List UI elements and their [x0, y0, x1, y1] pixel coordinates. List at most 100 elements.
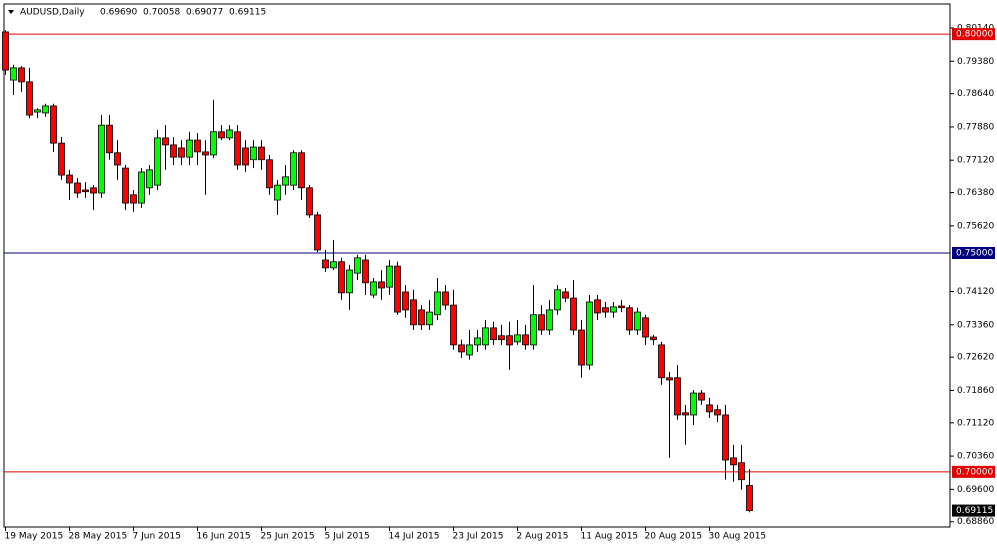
- x-tick-label: 23 Jul 2015: [453, 532, 504, 542]
- candle-body: [434, 291, 441, 316]
- candle-body: [18, 67, 25, 83]
- chart-title: AUDUSD,Daily: [20, 8, 85, 18]
- candle-body: [306, 187, 313, 216]
- y-tick-label: 0.73360: [957, 320, 994, 330]
- candle-body: [386, 265, 393, 288]
- candle-body: [106, 124, 113, 154]
- candle-body: [402, 291, 409, 311]
- candle-body: [122, 167, 129, 204]
- level-label: 0.75000: [956, 248, 993, 258]
- candle-body: [66, 174, 73, 184]
- candle-body: [538, 314, 545, 331]
- candle-body: [154, 137, 161, 186]
- header-value: 0.70058: [143, 8, 180, 18]
- x-tick-label: 19 May 2015: [5, 532, 64, 542]
- candle-body: [74, 182, 81, 194]
- y-tick-label: 0.71120: [957, 418, 994, 428]
- level-label-box: [952, 28, 995, 41]
- header-value: 0.69690: [100, 8, 137, 18]
- candle-body: [98, 124, 105, 194]
- candle-body: [410, 299, 417, 326]
- candle-body: [714, 409, 721, 416]
- candle-body: [426, 311, 433, 326]
- y-tick-label: 0.78640: [957, 89, 994, 99]
- candle-body: [618, 305, 625, 309]
- candle-body: [650, 336, 657, 341]
- candle-body: [170, 144, 177, 158]
- candle-body: [258, 146, 265, 161]
- candle-body: [370, 281, 377, 296]
- candle-body: [730, 457, 737, 466]
- candle-body: [570, 297, 577, 331]
- level-label-box: [952, 465, 995, 478]
- y-tick-label: 0.79380: [957, 57, 994, 67]
- menu-arrow[interactable]: [8, 10, 14, 14]
- candle-body: [162, 137, 169, 146]
- plot-frame: [3, 3, 951, 528]
- y-tick-label: 0.69600: [957, 485, 994, 495]
- candle-body: [418, 309, 425, 326]
- candle-body: [450, 304, 457, 346]
- header-value: 0.69115: [229, 8, 266, 18]
- candle-body: [338, 261, 345, 294]
- candle-body: [250, 146, 257, 161]
- candle-body: [506, 335, 513, 346]
- y-tick-label: 0.75620: [957, 221, 994, 231]
- candle-body: [130, 194, 137, 204]
- level-label: 0.70000: [956, 467, 993, 477]
- candle-body: [746, 485, 753, 511]
- candle-body: [10, 67, 17, 81]
- candle-body: [578, 329, 585, 366]
- candle-body: [474, 337, 481, 346]
- candle-body: [698, 392, 705, 401]
- candle-body: [114, 152, 121, 166]
- candle-body: [562, 291, 569, 299]
- x-tick-label: 14 Jul 2015: [389, 532, 440, 542]
- candle-body: [322, 259, 329, 269]
- x-tick-label: 7 Jun 2015: [133, 532, 181, 542]
- candle-body: [522, 334, 529, 346]
- candle-body: [266, 159, 273, 189]
- candle-body: [354, 257, 361, 274]
- candle-body: [690, 392, 697, 416]
- candle-body: [178, 147, 185, 158]
- candle-body: [58, 142, 65, 176]
- candle-body: [658, 344, 665, 379]
- y-tick-label: 0.70360: [957, 452, 994, 462]
- y-tick-label: 0.68860: [957, 517, 994, 527]
- candle-body: [394, 265, 401, 313]
- x-tick-label: 20 Aug 2015: [645, 532, 703, 542]
- candle-body: [242, 147, 249, 166]
- candle-body: [642, 317, 649, 338]
- candle-body: [666, 377, 673, 381]
- y-tick-label: 0.77120: [957, 156, 994, 166]
- candle-body: [378, 281, 385, 289]
- candle-body: [682, 412, 689, 416]
- candle-body: [546, 309, 553, 331]
- level-label: 0.80000: [956, 30, 993, 40]
- x-tick-label: 2 Aug 2015: [517, 532, 569, 542]
- last-price-label: 0.69115: [956, 506, 993, 516]
- candle-body: [290, 152, 297, 186]
- candle-body: [482, 327, 489, 346]
- candle-body: [26, 81, 33, 116]
- candle-body: [706, 404, 713, 413]
- candle-body: [194, 139, 201, 153]
- candle-body: [186, 139, 193, 158]
- candle-body: [490, 327, 497, 341]
- y-tick-label: 0.74120: [957, 287, 994, 297]
- candle-body: [466, 344, 473, 356]
- candle-body: [42, 105, 49, 114]
- candle-body: [674, 377, 681, 416]
- candle-body: [210, 131, 217, 156]
- candle-body: [202, 151, 209, 156]
- candle-body: [362, 259, 369, 284]
- last-price-box: [952, 504, 995, 517]
- candle-body: [626, 307, 633, 331]
- candle-body: [634, 311, 641, 331]
- candle-body: [298, 152, 305, 189]
- candle-body: [234, 131, 241, 166]
- candle-body: [146, 169, 153, 189]
- candle-body: [442, 291, 449, 306]
